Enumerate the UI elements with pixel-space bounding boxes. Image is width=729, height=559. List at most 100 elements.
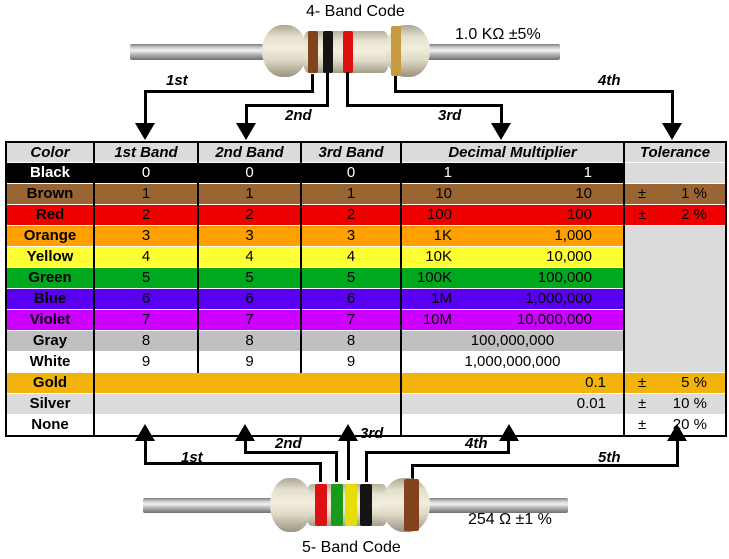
cell-color-name: Gray [5,330,94,352]
multiplier-short: 100 [426,206,452,223]
multiplier-short: 1 [443,164,452,181]
multiplier-short: 1M [431,290,452,307]
cell-2nd-band: 0 [197,162,301,184]
plus-minus-sign: ± [638,374,647,391]
cell-decimal-multiplier: 1M 1,000,000 [400,288,624,310]
multiplier-full: 1,000,000,000 [464,353,561,370]
cell-tolerance: ±1 % [623,183,726,205]
tolerance-value: 2 % [681,206,707,223]
cell-3rd-band: 5 [300,267,401,289]
four-band-title: 4- Band Code [306,3,405,20]
row-black: Black 0 0 0 1 1 [5,162,726,184]
row-violet: Violet 7 7 7 10M 10,000,000 [5,309,726,331]
row-red: Red 2 2 2 100 100 ±2 % [5,204,726,226]
multiplier-short: 100K [416,269,452,286]
table-header-row: Color 1st Band 2nd Band 3rd Band Decimal… [5,142,726,163]
cell-3rd-band: 9 [300,351,401,373]
cell-1st-band: 9 [93,351,198,373]
cell-1st-band: 5 [93,267,198,289]
plus-minus-sign: ± [638,185,647,202]
cell-color-name: Brown [5,183,94,205]
cell-2nd-band: 7 [197,309,301,331]
cell-decimal-multiplier: 0.1 [400,372,624,394]
cell-2nd-band: 2 [197,204,301,226]
cell-decimal-multiplier: 10K 10,000 [400,246,624,268]
arrow-down-icon [491,123,511,140]
four-band-band-black [323,31,333,73]
cell-2nd-band: 3 [197,225,301,247]
five-band-band-brown [404,479,419,531]
cell-1st-band: 8 [93,330,198,352]
cell-bands-merged [93,393,401,415]
tolerance-value: 1 % [681,185,707,202]
cell-decimal-multiplier: 100 100 [400,204,624,226]
row-white: White 9 9 9 1,000,000,000 [5,351,726,373]
cell-color-name: Orange [5,225,94,247]
cell-3rd-band: 2 [300,204,401,226]
cell-2nd-band: 9 [197,351,301,373]
cell-3rd-band: 6 [300,288,401,310]
color-code-table: Color 1st Band 2nd Band 3rd Band Decimal… [5,141,727,437]
cell-tolerance: ±5 % [623,372,726,394]
cell-3rd-band: 4 [300,246,401,268]
row-gray: Gray 8 8 8 100,000,000 [5,330,726,352]
header-tolerance: Tolerance [623,142,726,163]
five-band-band-black [360,484,372,526]
cell-2nd-band: 6 [197,288,301,310]
four-band-band-gold [391,26,401,76]
arrow-down-icon [135,123,155,140]
cell-bands-merged [93,372,401,394]
cell-color-name: White [5,351,94,373]
cell-3rd-band: 3 [300,225,401,247]
cell-tolerance: ±10 % [623,393,726,415]
row-yellow: Yellow 4 4 4 10K 10,000 [5,246,726,268]
cell-color-name: None [5,414,94,436]
four-band-spec: 1.0 KΩ ±5% [455,26,541,43]
multiplier-full: 0.01 [576,395,606,412]
arrow-up-icon [135,424,155,441]
cell-tolerance: ±2 % [623,204,726,226]
cell-1st-band: 0 [93,162,198,184]
cell-decimal-multiplier: 100K 100,000 [400,267,624,289]
multiplier-full: 100,000 [537,269,592,286]
cell-color-name: Blue [5,288,94,310]
header-3rd-band: 3rd Band [300,142,401,163]
multiplier-full: 0.1 [585,374,606,391]
multiplier-full: 1,000 [554,227,592,244]
multiplier-full: 1,000,000 [525,290,592,307]
cell-color-name: Violet [5,309,94,331]
cell-3rd-band: 0 [300,162,401,184]
header-color: Color [5,142,94,163]
cell-decimal-multiplier: 100,000,000 [400,330,624,352]
arrow-up-icon [499,424,519,441]
cell-tolerance-merged [623,225,726,373]
cell-1st-band: 1 [93,183,198,205]
plus-minus-sign: ± [638,206,647,223]
row-brown: Brown 1 1 1 10 10 ±1 % [5,183,726,205]
multiplier-full: 100 [566,206,592,223]
header-1st-band: 1st Band [93,142,198,163]
five-band-band-green [331,484,343,526]
header-decimal-multiplier: Decimal Multiplier [400,142,624,163]
arrow-up-icon [235,424,255,441]
cell-color-name: Red [5,204,94,226]
row-orange: Orange 3 3 3 1K 1,000 [5,225,726,373]
arrow-up-icon [667,424,687,441]
multiplier-short: 1K [433,227,452,244]
row-gold: Gold 0.1 ±5 % [5,372,726,394]
cell-3rd-band: 8 [300,330,401,352]
cell-decimal-multiplier: 0.01 [400,393,624,415]
cell-1st-band: 2 [93,204,198,226]
cell-color-name: Silver [5,393,94,415]
multiplier-short: 10K [425,248,452,265]
arrow-down-icon [662,123,682,140]
arrow-down-icon [236,123,256,140]
multiplier-full: 1 [583,164,592,181]
five-band-band-yellow [345,484,357,526]
multiplier-full: 10,000,000 [516,311,592,328]
multiplier-short: 10 [435,185,452,202]
cell-tolerance [623,162,726,184]
cell-3rd-band: 7 [300,309,401,331]
